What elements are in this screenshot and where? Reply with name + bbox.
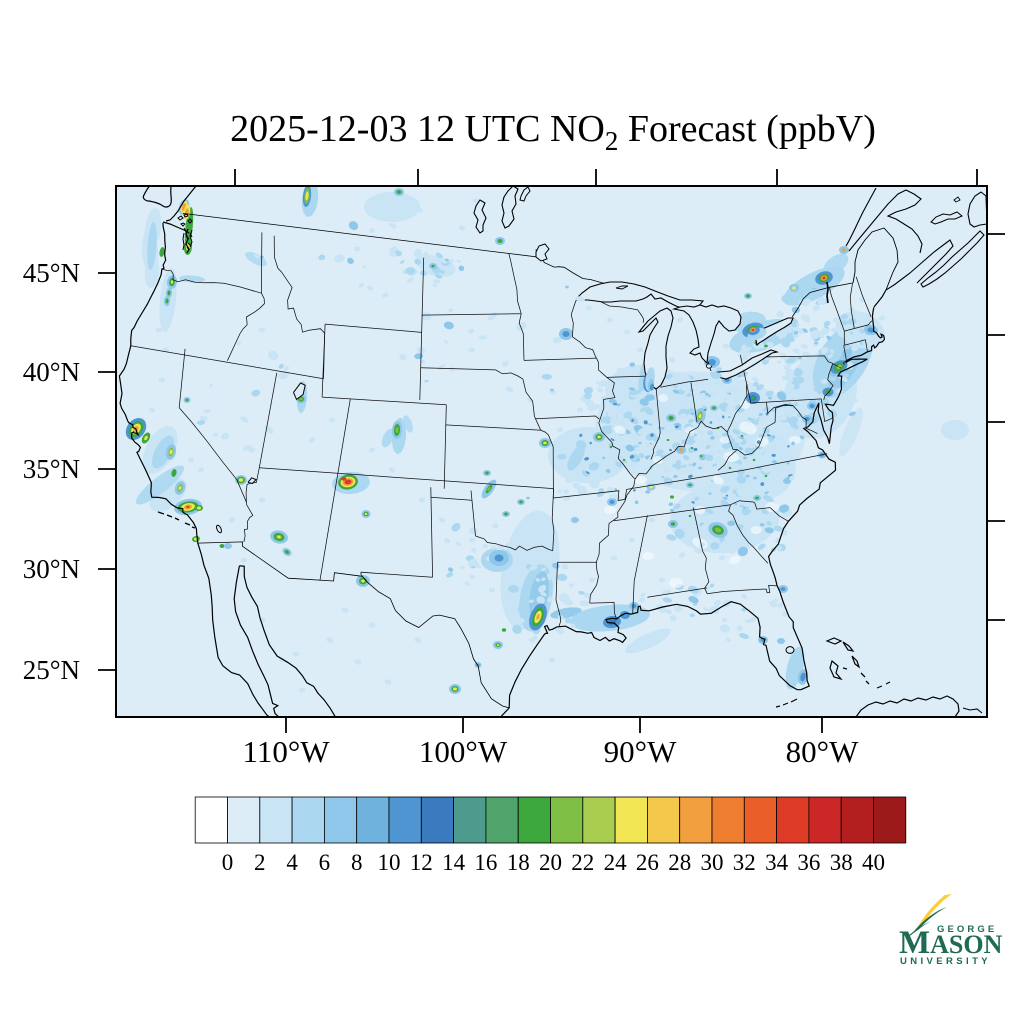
svg-text:30: 30 <box>701 850 724 875</box>
svg-text:6: 6 <box>319 850 331 875</box>
svg-text:28: 28 <box>668 850 691 875</box>
svg-text:35°N: 35°N <box>23 454 80 484</box>
svg-text:18: 18 <box>507 850 530 875</box>
svg-text:45°N: 45°N <box>23 258 80 288</box>
svg-text:22: 22 <box>571 850 594 875</box>
svg-text:25°N: 25°N <box>23 655 80 685</box>
svg-text:40°N: 40°N <box>23 357 80 387</box>
svg-text:16: 16 <box>474 850 497 875</box>
svg-text:32: 32 <box>733 850 756 875</box>
svg-text:UNIVERSITY: UNIVERSITY <box>900 956 991 967</box>
svg-text:14: 14 <box>442 850 466 875</box>
svg-text:90°W: 90°W <box>604 734 677 769</box>
svg-text:100°W: 100°W <box>419 734 508 769</box>
svg-text:24: 24 <box>604 850 628 875</box>
svg-text:26: 26 <box>636 850 659 875</box>
svg-text:110°W: 110°W <box>242 734 330 769</box>
svg-text:4: 4 <box>286 850 298 875</box>
svg-text:8: 8 <box>351 850 363 875</box>
svg-text:0: 0 <box>222 850 234 875</box>
svg-text:20: 20 <box>539 850 562 875</box>
svg-text:30°N: 30°N <box>23 554 80 584</box>
svg-text:12: 12 <box>410 850 433 875</box>
svg-text:36: 36 <box>797 850 820 875</box>
svg-text:2: 2 <box>254 850 266 875</box>
svg-text:34: 34 <box>765 850 789 875</box>
svg-text:38: 38 <box>830 850 853 875</box>
svg-text:GEORGE: GEORGE <box>937 924 997 935</box>
svg-text:40: 40 <box>862 850 885 875</box>
svg-text:2025-12-03 12 UTC NO2 Forecast: 2025-12-03 12 UTC NO2 Forecast (ppbV) <box>230 108 876 156</box>
svg-text:10: 10 <box>378 850 401 875</box>
svg-text:80°W: 80°W <box>786 734 859 769</box>
svg-text:MASON: MASON <box>899 925 1003 961</box>
